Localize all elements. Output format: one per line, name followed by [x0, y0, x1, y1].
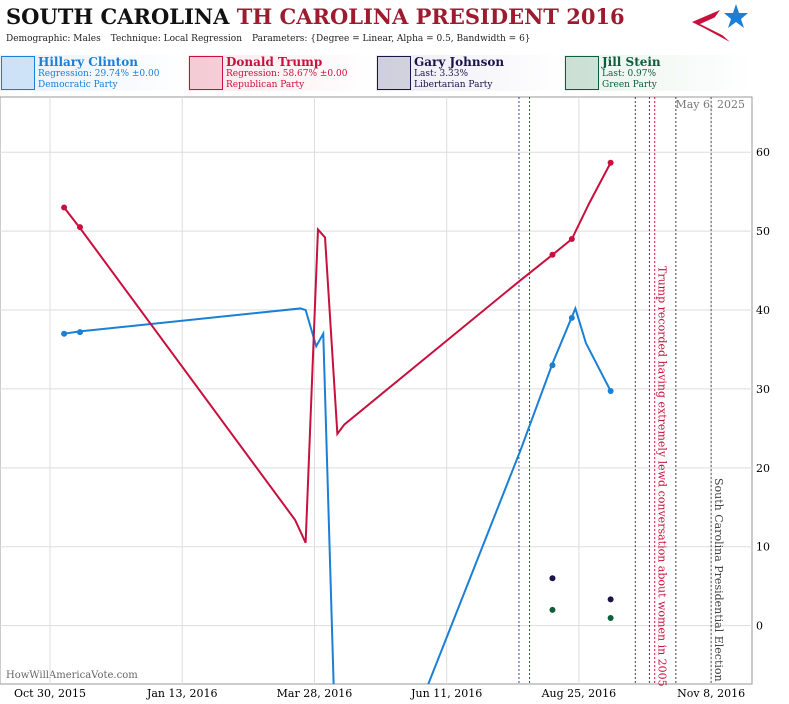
legend-entry: Gary Johnson Last: 3.33% Libertarian Party	[376, 55, 564, 91]
fit-line	[63, 162, 612, 544]
point	[76, 224, 83, 231]
party-icon	[189, 56, 223, 90]
title: TH CAROLINA PRESIDENT 2016	[236, 4, 625, 29]
point	[76, 329, 83, 336]
point	[607, 596, 614, 603]
legend-entry: Hillary Clinton Regression: 29.74% ±0.00 D…	[0, 55, 188, 91]
legend-text: Gary Johnson Last: 3.33% Libertarian Party	[414, 55, 504, 91]
fit-line	[63, 305, 612, 684]
event-label: Trump recorded having extremely lewd con…	[656, 266, 669, 687]
point	[549, 606, 556, 613]
plot	[61, 159, 614, 684]
x-tick-label: Mar 28, 2016	[277, 687, 353, 700]
y-tick-label: 30	[756, 383, 770, 396]
legend-text: Donald Trump Regression: 58.67% ±0.00 Repu…	[226, 55, 347, 91]
state: SOUTH CAROLINA	[6, 4, 230, 29]
date-stamp: May 6, 2025	[675, 98, 745, 111]
legend-stat: Regression: 58.67% ±0.00	[226, 69, 348, 79]
point	[61, 204, 68, 211]
legend-text: Hillary Clinton Regression: 29.74% ±0.00 D…	[38, 55, 159, 91]
legend-name: Gary Johnson	[414, 55, 505, 69]
point	[549, 575, 556, 582]
legend-party: Democratic Party	[38, 80, 118, 90]
y-tick-label: 50	[756, 225, 770, 238]
x-tick-label: Jan 13, 2016	[146, 687, 218, 700]
parameters: Parameters: {Degree = Linear, Alpha = 0.…	[252, 34, 531, 44]
point	[607, 614, 614, 621]
y-tick-label: 0	[756, 620, 763, 633]
y-tick-label: 40	[756, 304, 770, 317]
legend-stat: Last: 3.33%	[414, 69, 469, 79]
legend-entry: Donald Trump Regression: 58.67% ±0.00 Repu…	[188, 55, 376, 91]
legend-name: Jill Stein	[602, 55, 661, 69]
header: SOUTH CAROLINA TH CAROLINA PRESIDENT 201…	[6, 4, 625, 29]
y-tick-label: 60	[756, 146, 770, 159]
x-tick-label: Nov 8, 2016	[677, 687, 745, 700]
legend-party: Green Party	[602, 80, 657, 90]
legend-party: Libertarian Party	[414, 80, 493, 90]
demographic: Demographic: Males	[6, 34, 101, 44]
party-icon	[377, 56, 411, 90]
subtitle: Demographic: Males Technique: Local Regre…	[6, 34, 541, 44]
point	[607, 387, 614, 394]
y-tick-label: 20	[756, 462, 770, 475]
event-label: South Carolina Presidential Election	[712, 478, 725, 682]
point	[549, 362, 556, 369]
legend-stat: Regression: 29.74% ±0.00	[38, 69, 160, 79]
point	[549, 251, 556, 258]
plot-frame	[0, 96, 753, 685]
legend-entry: Jill Stein Last: 0.97% Green Party	[564, 55, 752, 91]
party-icon	[565, 56, 599, 90]
source: HowWillAmericaVote.com	[6, 670, 138, 681]
technique: Technique: Local Regression	[110, 34, 242, 44]
legend-name: Donald Trump	[226, 55, 323, 69]
x-tick-label: Aug 25, 2016	[541, 687, 617, 700]
legend-text: Jill Stein Last: 0.97% Green Party	[602, 55, 661, 91]
legend-party: Republican Party	[226, 80, 305, 90]
x-tick-label: Jun 11, 2016	[410, 687, 482, 700]
legend-stat: Last: 0.97%	[602, 69, 657, 79]
point	[607, 159, 614, 166]
point	[568, 314, 575, 321]
x-tick-label: Oct 30, 2015	[14, 687, 86, 700]
party-icon	[1, 56, 35, 90]
point	[61, 330, 68, 337]
legend-name: Hillary Clinton	[38, 55, 138, 69]
point	[568, 236, 575, 243]
logo	[692, 4, 748, 42]
y-tick-label: 10	[756, 541, 770, 554]
